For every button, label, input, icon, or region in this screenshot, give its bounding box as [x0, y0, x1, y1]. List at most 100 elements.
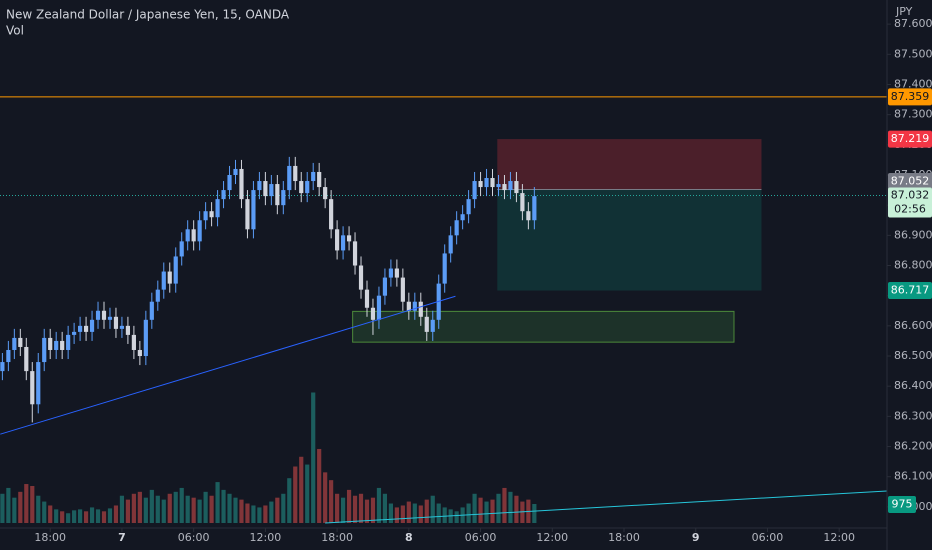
volume-bar — [119, 495, 125, 523]
volume-bar — [329, 480, 334, 523]
candle-body — [460, 214, 465, 221]
candle-body — [508, 181, 513, 191]
volume-bar — [269, 501, 274, 523]
x-tick-label: 18:00 — [34, 531, 66, 544]
candle-body — [179, 241, 184, 257]
candle-body — [514, 181, 519, 194]
alert-badge-bg — [888, 88, 932, 106]
candle-body — [167, 271, 172, 284]
candle-body — [131, 334, 136, 350]
y-tick-label: 87.600 — [894, 17, 932, 30]
y-tick-label: 86.600 — [894, 319, 932, 332]
candle-body — [478, 181, 483, 188]
candle-body — [496, 184, 501, 188]
x-tick-label: 7 — [118, 531, 126, 544]
candle-body — [209, 211, 214, 218]
volume-bar — [514, 495, 519, 523]
volume-bar — [155, 495, 160, 523]
volume-bar — [161, 499, 166, 523]
candle-body — [24, 346, 29, 372]
volume-bar — [472, 493, 477, 523]
stop-zone — [497, 139, 762, 190]
volume-bar — [6, 487, 11, 523]
candle-body — [317, 171, 322, 188]
volume-bar — [490, 499, 495, 523]
candle-body — [155, 289, 160, 302]
volume-bar — [54, 509, 59, 523]
candle-body — [6, 349, 11, 363]
volume-bar — [281, 493, 286, 523]
y-tick-label: 87.400 — [894, 77, 932, 90]
volume-bar — [60, 511, 65, 523]
volume-bar — [149, 489, 154, 523]
volume-bar — [335, 493, 340, 523]
volume-bar — [167, 493, 172, 523]
volume-bar — [424, 499, 429, 523]
candle-body — [305, 181, 310, 194]
volume-bar — [191, 497, 196, 523]
volume-bar — [107, 508, 113, 523]
volume-bar — [233, 497, 238, 523]
volume-bar — [454, 511, 459, 523]
candle-body — [287, 165, 292, 191]
volume-bar — [358, 493, 364, 523]
volume-bar — [36, 495, 41, 523]
volume-bar — [42, 501, 47, 523]
candle-body — [382, 277, 388, 296]
x-tick-label: 12:00 — [536, 531, 568, 544]
candle-body — [454, 220, 459, 236]
volume-bar — [113, 505, 119, 523]
y-tick-label: 87.300 — [894, 108, 932, 121]
x-tick-label: 06:00 — [465, 531, 497, 544]
volume-bar — [305, 464, 310, 523]
volume-bar — [173, 491, 178, 523]
candle-body — [78, 325, 83, 332]
candle-body — [329, 199, 334, 230]
volume-bar — [125, 499, 131, 523]
target-badge-bg — [888, 282, 932, 300]
entry-badge-bg — [888, 172, 932, 190]
y-tick-label: 87.500 — [894, 47, 932, 60]
y-tick-label: 86.800 — [894, 259, 932, 272]
volume-bar — [245, 503, 250, 523]
candle-body — [532, 196, 537, 221]
x-tick-label: 06:00 — [752, 531, 784, 544]
candle-body — [173, 256, 178, 284]
volume-bar — [370, 497, 376, 523]
candle-body — [263, 181, 268, 197]
x-tick-label: 8 — [405, 531, 413, 544]
volume-bar — [502, 487, 507, 523]
candle-body — [0, 362, 5, 372]
candle-body — [281, 190, 286, 206]
candle-body — [275, 184, 280, 206]
volume-bar — [30, 485, 35, 523]
candle-body — [406, 301, 411, 311]
volume-title: Vol — [6, 24, 24, 38]
volume-bar — [478, 497, 483, 523]
y-tick-label: 86.200 — [894, 440, 932, 453]
candle-body — [346, 235, 352, 242]
candle-body — [48, 337, 53, 350]
volume-bar — [12, 497, 17, 523]
last-price-badge: 87.032 — [891, 189, 930, 202]
candle-body — [442, 253, 447, 284]
candle-body — [119, 325, 125, 329]
volume-bar — [78, 509, 83, 523]
volume-bar — [275, 497, 280, 523]
candle-body — [227, 174, 232, 191]
candle-body — [54, 340, 59, 350]
candle-body — [197, 220, 202, 242]
volume-bar — [137, 491, 142, 523]
volume-bar — [388, 503, 393, 523]
volume-bar — [382, 493, 388, 523]
candle-body — [340, 235, 346, 251]
candle-body — [472, 181, 477, 200]
candle-body — [430, 319, 435, 332]
candle-body — [376, 295, 382, 320]
candle-body — [149, 301, 154, 320]
entry-badge: 87.052 — [891, 174, 930, 187]
volume-bar — [239, 499, 244, 523]
volume-bar — [227, 493, 232, 523]
candle-body — [18, 337, 23, 347]
